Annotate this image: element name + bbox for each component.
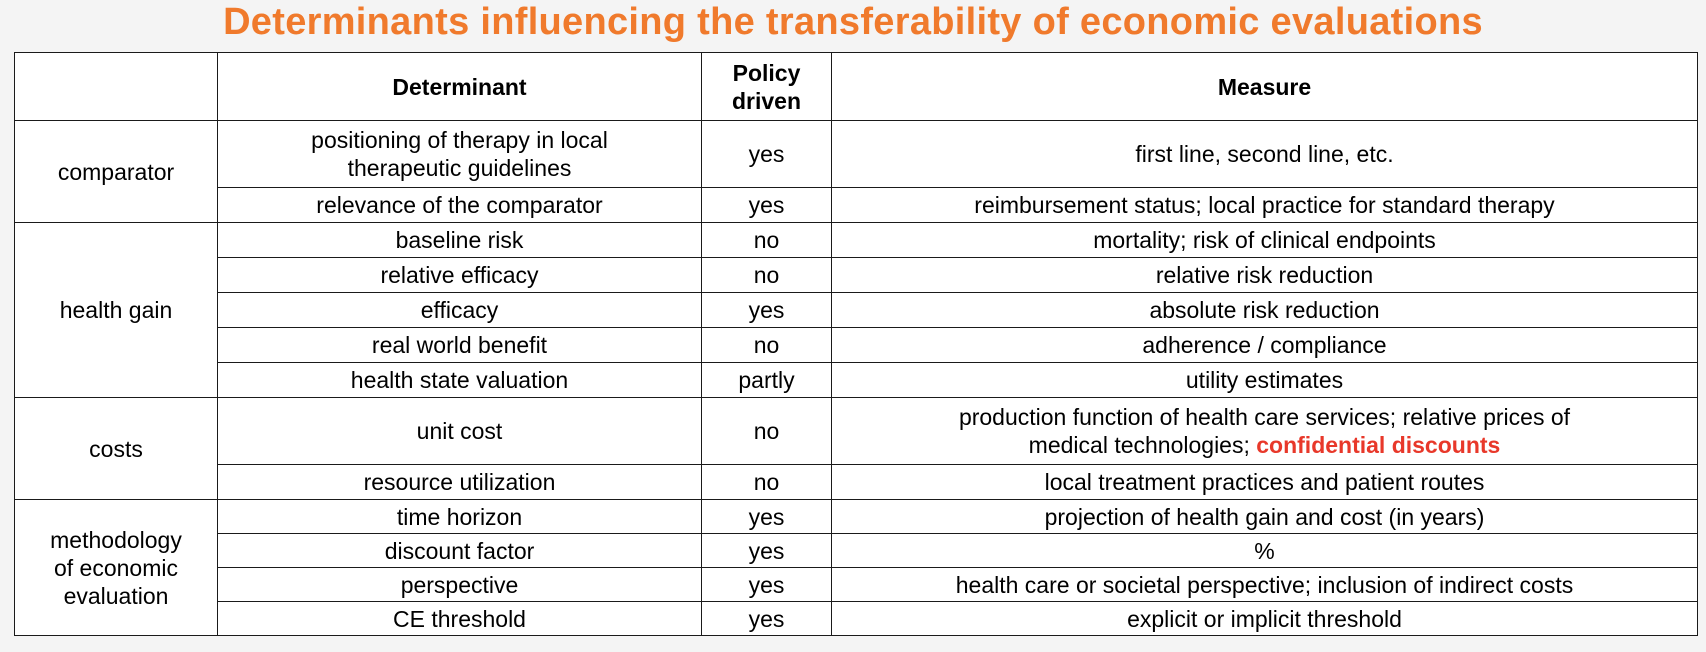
measure-cell: mortality; risk of clinical endpoints: [831, 222, 1698, 258]
measure-cell: projection of health gain and cost (in y…: [831, 499, 1698, 534]
measure-cell: production function of health care servi…: [831, 397, 1698, 465]
policy-cell: no: [701, 327, 832, 363]
policy-cell: yes: [701, 567, 832, 602]
measure-cell: %: [831, 533, 1698, 568]
category-cell-methodology: methodology of economic evaluation: [14, 499, 218, 636]
determinant-cell: resource utilization: [217, 464, 702, 500]
determinant-cell: positioning of therapy in local therapeut…: [217, 120, 702, 188]
measure-line: production function of health care servi…: [958, 404, 1571, 430]
determinants-table: Determinant Policy driven Measure compara…: [14, 52, 1698, 636]
policy-cell: yes: [701, 187, 832, 223]
table-row: methodology of economic evaluation time ho…: [14, 499, 1698, 636]
table-header-row: Determinant Policy driven Measure: [14, 52, 1698, 121]
category-cell-costs: costs: [14, 397, 218, 500]
policy-cell: yes: [701, 499, 832, 534]
determinant-cell: relative efficacy: [217, 257, 702, 293]
determinant-cell: CE threshold: [217, 601, 702, 636]
determinant-line: therapeutic guidelines: [347, 155, 572, 181]
policy-cell: no: [701, 222, 832, 258]
measure-cell: reimbursement status; local practice for…: [831, 187, 1698, 223]
header-policy-line2: driven: [731, 87, 802, 114]
page-title: Determinants influencing the transferabi…: [223, 1, 1483, 43]
policy-cell: yes: [701, 533, 832, 568]
table-row: real world benefit no adherence / compli…: [15, 327, 1698, 363]
header-determinant: Determinant: [217, 52, 702, 121]
policy-cell: no: [701, 257, 832, 293]
determinant-cell: discount factor: [217, 533, 702, 568]
policy-cell: no: [701, 464, 832, 500]
measure-cell: explicit or implicit threshold: [831, 601, 1698, 636]
determinant-cell: unit cost: [217, 397, 702, 465]
table-row: resource utilization no local treatment …: [15, 464, 1698, 500]
table-row: discount factor yes %: [15, 533, 1698, 568]
table-row: health gain baseline risk no mortality; …: [14, 222, 1698, 398]
measure-cell: health care or societal perspective; inc…: [831, 567, 1698, 602]
determinant-cell: time horizon: [217, 499, 702, 534]
header-measure: Measure: [831, 52, 1698, 121]
determinant-cell: real world benefit: [217, 327, 702, 363]
determinant-cell: relevance of the comparator: [217, 187, 702, 223]
category-line: methodology: [50, 526, 182, 553]
table-row: relevance of the comparator yes reimburs…: [15, 187, 1698, 223]
measure-cell: absolute risk reduction: [831, 292, 1698, 328]
policy-cell: yes: [701, 601, 832, 636]
policy-cell: yes: [701, 292, 832, 328]
measure-cell: adherence / compliance: [831, 327, 1698, 363]
table-row: CE threshold yes explicit or implicit th…: [15, 601, 1698, 636]
table-row: health state valuation partly utility es…: [15, 362, 1698, 398]
determinant-line: positioning of therapy in local: [311, 127, 608, 153]
table-row: perspective yes health care or societal …: [15, 567, 1698, 602]
table-row: comparator positioning of therapy in loc…: [14, 120, 1698, 223]
category-line: of economic: [53, 554, 178, 581]
determinant-cell: efficacy: [217, 292, 702, 328]
measure-cell: relative risk reduction: [831, 257, 1698, 293]
measure-cell: local treatment practices and patient ro…: [831, 464, 1698, 500]
policy-cell: no: [701, 397, 832, 465]
category-line: evaluation: [63, 582, 169, 609]
header-policy-line1: Policy: [732, 59, 801, 86]
policy-cell: yes: [701, 120, 832, 188]
table-row: efficacy yes absolute risk reduction: [15, 292, 1698, 328]
determinant-cell: baseline risk: [217, 222, 702, 258]
table-row: relative efficacy no relative risk reduc…: [15, 257, 1698, 293]
header-policy-driven: Policy driven: [701, 52, 832, 121]
measure-cell: utility estimates: [831, 362, 1698, 398]
determinant-cell: health state valuation: [217, 362, 702, 398]
measure-cell: first line, second line, etc.: [831, 120, 1698, 188]
determinant-cell: perspective: [217, 567, 702, 602]
policy-cell: partly: [701, 362, 832, 398]
header-category: [14, 52, 218, 121]
measure-line: medical technologies;: [1028, 432, 1257, 458]
category-cell-health-gain: health gain: [14, 222, 218, 398]
confidential-discounts-highlight: confidential discounts: [1256, 432, 1501, 458]
table-row: costs unit cost no production function o…: [14, 397, 1698, 500]
category-cell-comparator: comparator: [14, 120, 218, 223]
